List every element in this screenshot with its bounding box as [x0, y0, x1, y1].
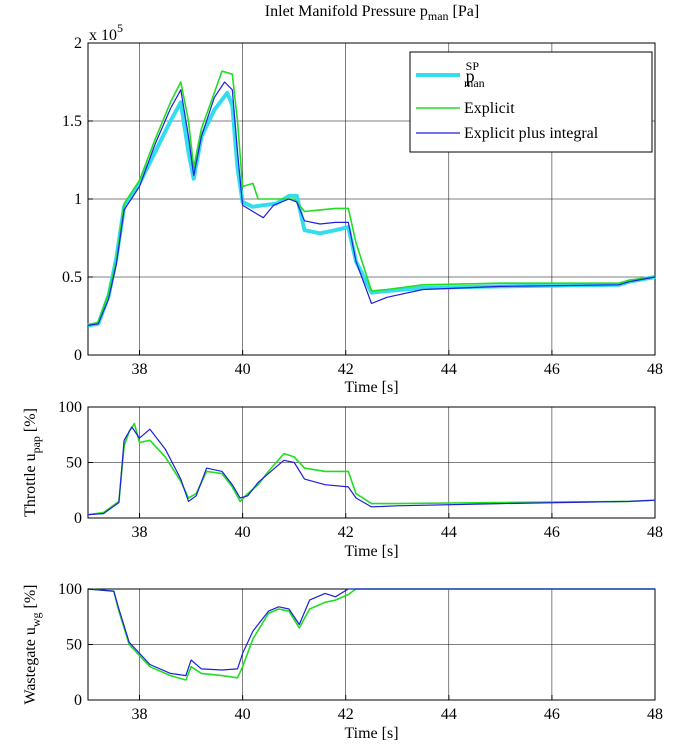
- pressure-xtick-label: 48: [647, 361, 663, 378]
- pressure-xtick-label: 38: [132, 361, 148, 378]
- pressure-ytick-label: 2: [74, 35, 82, 52]
- pressure-series-explicit-plus-integral: [87, 81, 656, 326]
- pressure-ytick-label: 1: [74, 191, 82, 208]
- wastegate-xtick-label: 40: [235, 706, 251, 723]
- wastegate-xtick-label: 46: [544, 706, 560, 723]
- wastegate-ylabel: Wastegate uwg [%]: [22, 585, 43, 705]
- throttle-xtick-label: 42: [338, 524, 354, 541]
- legend: pSP man Explicit Explicit plus integral: [409, 51, 653, 153]
- throttle-xtick-label: 40: [235, 524, 251, 541]
- wastegate-ytick-label: 100: [58, 581, 82, 598]
- wastegate-xlabel: Time [s]: [344, 725, 398, 742]
- pressure-xlabel: Time [s]: [344, 379, 398, 396]
- y-multiplier: x 105: [89, 21, 123, 44]
- wastegate-series-explicit: [87, 588, 655, 681]
- wastegate-panel: 38 40 42 44 46 48 0 50 100 Time [s] Wastegate uw…: [22, 581, 663, 742]
- throttle-xtick-label: 38: [132, 524, 148, 541]
- pressure-xtick-label: 40: [235, 361, 251, 378]
- wastegate-ytick-label: 0: [74, 692, 82, 709]
- wastegate-xtick-label: 48: [647, 706, 663, 723]
- wastegate-xtick-label: 38: [132, 706, 148, 723]
- throttle-ytick-label: 50: [66, 455, 82, 472]
- wastegate-series-explicit-plus-integral: [87, 588, 655, 677]
- throttle-xtick-label: 44: [441, 524, 457, 541]
- wastegate-ytick-label: 50: [66, 637, 82, 654]
- throttle-ytick-label: 100: [58, 399, 82, 416]
- throttle-series-explicit: [87, 422, 656, 516]
- legend-entry-explicit: Explicit: [464, 100, 515, 117]
- throttle-panel: 38 40 42 44 46 48 0 50 100 Time [s] Throttle upa…: [22, 399, 663, 560]
- pressure-ytick-label: 0.5: [62, 269, 82, 286]
- pressure-ytick-label: 0: [74, 347, 82, 364]
- wastegate-xtick-label: 44: [441, 706, 457, 723]
- wastegate-xtick-label: 42: [338, 706, 354, 723]
- pressure-series-setpoint: [87, 90, 656, 328]
- throttle-ytick-label: 0: [74, 510, 82, 527]
- throttle-series-explicit-plus-integral: [87, 426, 656, 516]
- throttle-xlabel: Time [s]: [344, 543, 398, 560]
- pressure-chart-title: Inlet Manifold Pressure pman [Pa]: [265, 3, 479, 23]
- throttle-xtick-label: 46: [544, 524, 560, 541]
- legend-entry-setpoint: pSP man: [464, 59, 485, 90]
- pressure-ytick-label: 1.5: [62, 113, 82, 130]
- legend-entry-explicit-plus-integral: Explicit plus integral: [464, 125, 599, 142]
- pressure-xtick-label: 42: [338, 361, 354, 378]
- throttle-xtick-label: 48: [647, 524, 663, 541]
- pressure-xtick-label: 44: [441, 361, 457, 378]
- pressure-panel: Inlet Manifold Pressure pman [Pa] x 105 …: [62, 3, 663, 396]
- legend-box: [409, 51, 653, 153]
- throttle-ylabel: Throttle upap [%]: [22, 408, 43, 517]
- pressure-series-explicit: [87, 70, 656, 327]
- pressure-xtick-label: 46: [544, 361, 560, 378]
